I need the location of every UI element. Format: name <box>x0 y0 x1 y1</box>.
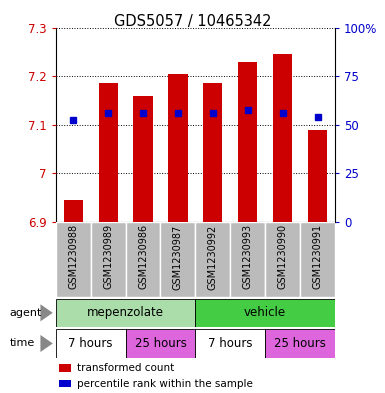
Text: 7 hours: 7 hours <box>69 337 113 350</box>
Text: 7 hours: 7 hours <box>208 337 253 350</box>
Text: mepenzolate: mepenzolate <box>87 306 164 320</box>
Bar <box>195 329 265 358</box>
Bar <box>126 329 195 358</box>
Bar <box>168 74 187 222</box>
Bar <box>308 130 327 222</box>
Bar <box>161 222 195 297</box>
Bar <box>265 329 335 358</box>
Text: GSM1230987: GSM1230987 <box>173 224 183 290</box>
Text: vehicle: vehicle <box>244 306 286 320</box>
Text: 25 hours: 25 hours <box>135 337 186 350</box>
Text: time: time <box>10 338 35 349</box>
Bar <box>265 222 300 297</box>
Text: transformed count: transformed count <box>77 363 174 373</box>
Bar <box>59 380 71 387</box>
Bar <box>91 222 126 297</box>
Text: percentile rank within the sample: percentile rank within the sample <box>77 378 253 389</box>
Bar <box>203 83 223 222</box>
Bar <box>273 54 292 222</box>
Bar <box>59 364 71 372</box>
Text: agent: agent <box>10 308 42 318</box>
Text: GSM1230990: GSM1230990 <box>278 224 288 289</box>
Text: GSM1230989: GSM1230989 <box>103 224 113 289</box>
Bar <box>56 329 126 358</box>
Text: GSM1230986: GSM1230986 <box>138 224 148 289</box>
Bar <box>56 222 91 297</box>
Bar <box>134 95 152 222</box>
Text: 25 hours: 25 hours <box>274 337 326 350</box>
Bar <box>195 222 230 297</box>
Text: GDS5057 / 10465342: GDS5057 / 10465342 <box>114 14 271 29</box>
Bar <box>56 299 195 327</box>
Bar <box>195 299 335 327</box>
Text: GSM1230988: GSM1230988 <box>68 224 78 289</box>
Bar <box>64 200 83 222</box>
Text: GSM1230992: GSM1230992 <box>208 224 218 290</box>
Bar <box>99 83 118 222</box>
Polygon shape <box>40 304 53 321</box>
Bar <box>238 62 257 222</box>
Bar <box>300 222 335 297</box>
Text: GSM1230991: GSM1230991 <box>313 224 323 289</box>
Bar <box>126 222 161 297</box>
Text: GSM1230993: GSM1230993 <box>243 224 253 289</box>
Bar <box>230 222 265 297</box>
Polygon shape <box>40 335 53 352</box>
